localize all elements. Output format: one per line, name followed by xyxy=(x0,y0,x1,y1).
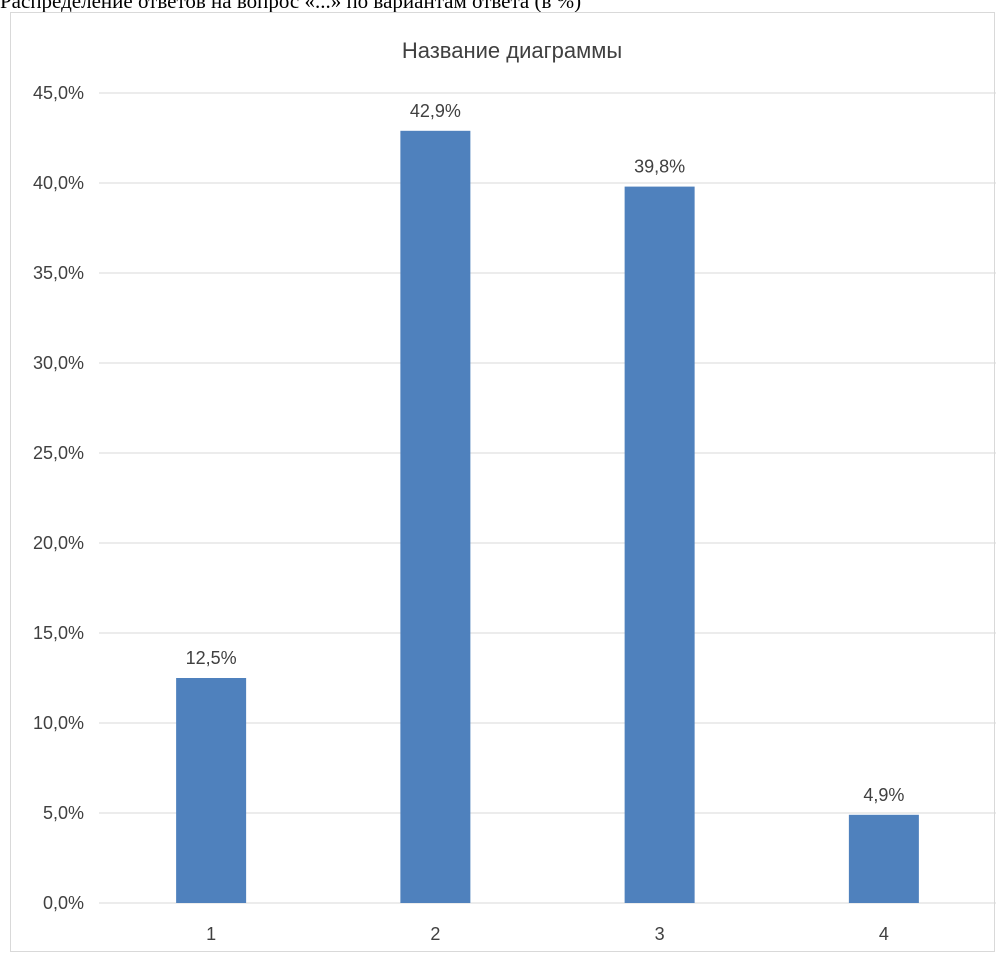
bar-2 xyxy=(400,130,471,904)
data-label-2: 42,9% xyxy=(410,101,461,121)
chart-frame: Название диаграммы 0,0% 5,0% 10,0% 15,0% 20,… xyxy=(10,12,996,952)
bar-3 xyxy=(624,186,695,904)
x-tick-label-3: 3 xyxy=(655,924,665,944)
y-tick-label: 35,0% xyxy=(33,263,84,283)
bar-1 xyxy=(176,678,247,903)
bar-chart: Название диаграммы 0,0%5,0%10,0%15,0%20,… xyxy=(33,38,996,944)
data-label-4: 4,9% xyxy=(863,785,904,805)
x-tick-label-4: 4 xyxy=(879,924,889,944)
gridlines xyxy=(99,92,996,904)
y-tick-label: 25,0% xyxy=(33,443,84,463)
bar-4 xyxy=(848,814,919,903)
y-tick-label: 40,0% xyxy=(33,173,84,193)
chart-title: Название диаграммы xyxy=(402,38,622,63)
y-tick-label: 45,0% xyxy=(33,83,84,103)
header-text: Распределение ответов на вопрос «...» по… xyxy=(0,0,582,13)
y-tick-label: 0,0% xyxy=(43,893,84,913)
y-tick-label: 30,0% xyxy=(33,353,84,373)
y-tick-label: 20,0% xyxy=(33,533,84,553)
x-axis-ticks: 1 2 3 4 xyxy=(206,924,889,944)
data-label-3: 39,8% xyxy=(634,157,685,177)
data-label-1: 12,5% xyxy=(186,648,237,668)
bars xyxy=(176,130,919,904)
y-tick-label: 10,0% xyxy=(33,713,84,733)
y-tick-label: 15,0% xyxy=(33,623,84,643)
y-axis-ticks: 0,0% 5,0% 10,0% 15,0% 20,0% 25,0% 30,0% 35,0% 40… xyxy=(33,83,84,913)
y-tick-label: 5,0% xyxy=(43,803,84,823)
x-tick-label-2: 2 xyxy=(430,924,440,944)
data-labels: 12,5% 42,9% 39,8% 4,9% xyxy=(186,101,905,805)
x-tick-label-1: 1 xyxy=(206,924,216,944)
